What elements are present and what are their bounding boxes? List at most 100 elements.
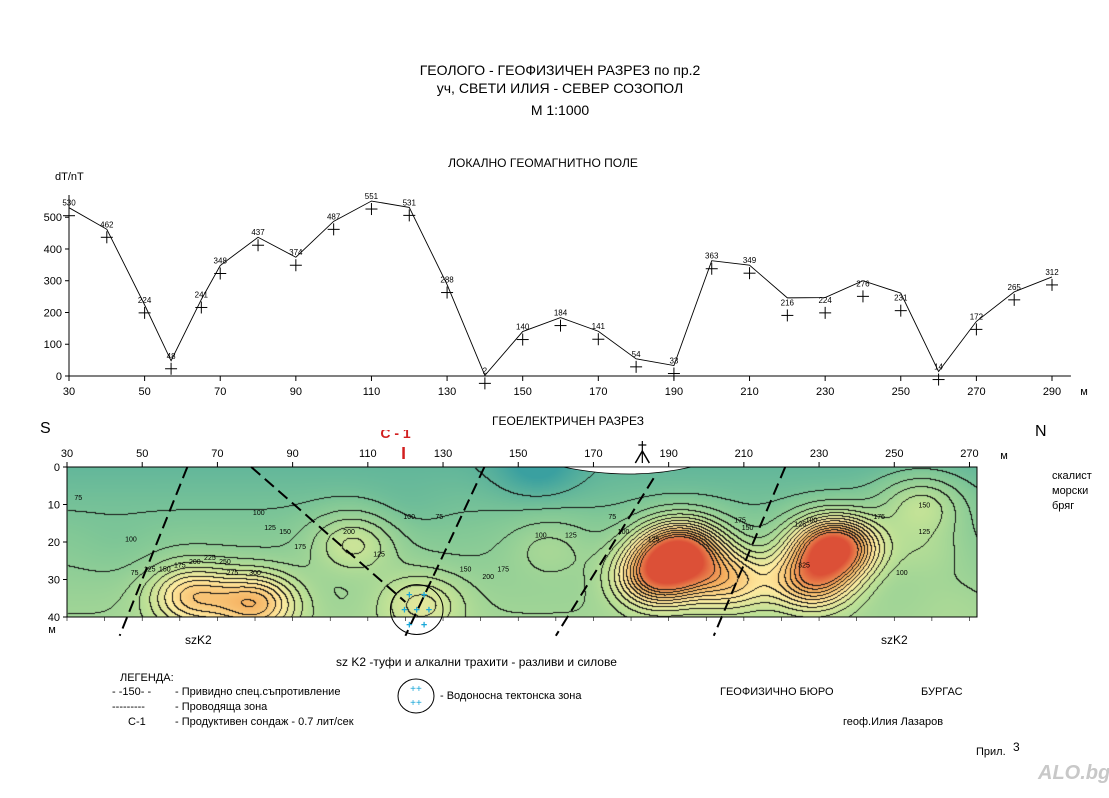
section-x-tick-label: 150 <box>509 448 527 460</box>
magnetic-data-point <box>894 304 907 317</box>
magnetic-data-label: 437 <box>251 228 265 237</box>
water-zone-plus: + <box>406 590 412 602</box>
magnetic-data-label: 487 <box>327 212 341 221</box>
section-y-tick-label: 10 <box>48 500 60 512</box>
magnetic-x-tick-label: 30 <box>63 386 75 398</box>
section-x-tick-label: 210 <box>735 448 753 460</box>
contour-label: 75 <box>131 570 139 577</box>
magnetic-data-label: 241 <box>195 290 209 299</box>
magnetic-x-tick-label: 130 <box>438 386 456 398</box>
magnetic-data-label: 48 <box>167 352 176 361</box>
magnetic-data-point <box>630 360 643 373</box>
magnetic-data-point <box>195 301 208 314</box>
magnetic-data-point <box>165 362 178 375</box>
magnetic-data-label: 224 <box>138 296 152 305</box>
conductive-fault-line <box>712 466 787 637</box>
magnetic-data-point <box>214 267 227 280</box>
conductive-fault-line <box>404 466 486 637</box>
contour-label: 175 <box>174 563 186 570</box>
magnetic-data-point <box>403 209 416 222</box>
doc-scale: М 1:1000 <box>530 102 590 118</box>
contour-label: 125 <box>565 533 577 540</box>
contour-label: 125 <box>144 566 156 573</box>
magnetic-data-label: 288 <box>440 276 454 285</box>
magnetic-y-tick-label: 100 <box>44 339 62 351</box>
magnetic-data-point <box>819 306 832 319</box>
magnetic-data-label: 172 <box>970 312 984 321</box>
watermark-logo: ALO.bg <box>1038 762 1109 784</box>
magnetic-data-point <box>970 323 983 336</box>
magnetic-data-point <box>743 267 756 280</box>
contour-label: 100 <box>403 514 415 521</box>
water-zone-ellipse <box>389 584 444 635</box>
section-x-tick-label: 50 <box>136 448 148 460</box>
magnetic-x-tick-label: 250 <box>892 386 910 398</box>
legend-r2-text: - Проводяща зона <box>175 701 268 713</box>
conductive-fault-line <box>554 477 655 637</box>
contour-label: 75 <box>608 514 616 521</box>
contour-label: 100 <box>618 529 630 536</box>
section-y-tick-label: 20 <box>48 537 60 549</box>
unit-right-label: szK2 <box>881 633 908 647</box>
contour-label: 75 <box>435 514 443 521</box>
magnetic-data-label: 551 <box>365 192 379 201</box>
geoelectric-section: 30 50 70 90 110 130 150 170 190 210 230 250 270 м 0 10 2… <box>48 430 1008 637</box>
contour-label: 175 <box>873 514 885 521</box>
section-y-tick-label: 30 <box>48 575 60 587</box>
magnetic-data-point <box>289 259 302 272</box>
magnetic-y-axis-label: dT/nT <box>55 171 84 183</box>
magnetic-data-label: 531 <box>403 198 417 207</box>
contour-label: 200 <box>482 574 494 581</box>
contour-label: 275 <box>227 570 239 577</box>
section-x-tick-label: 90 <box>286 448 298 460</box>
water-zone-plus: + <box>401 605 407 617</box>
magnetic-data-point <box>327 223 340 236</box>
borehole-label: С - 1 <box>380 430 411 441</box>
magnetic-x-tick-label: 230 <box>816 386 834 398</box>
contour-label: 150 <box>279 529 291 536</box>
magnetic-data-label: 14 <box>934 363 943 372</box>
contour-label: 100 <box>125 536 137 543</box>
water-zone-plus: + <box>421 620 427 632</box>
magnetic-data-label: 224 <box>818 296 832 305</box>
section-x-tick-label: 170 <box>584 448 602 460</box>
contour-label: 150 <box>460 566 472 573</box>
magnetic-data-point <box>554 319 567 332</box>
magnetic-x-unit: м <box>1080 386 1088 398</box>
contour-label: 200 <box>189 559 201 566</box>
magnetic-data-point <box>592 333 605 346</box>
water-zone-plus: + <box>426 605 432 617</box>
south-label: S <box>40 420 51 437</box>
contour-label: 300 <box>249 570 261 577</box>
contour-label: 125 <box>648 536 660 543</box>
magnetic-x-tick-label: 90 <box>290 386 302 398</box>
unit-left-label: szK2 <box>185 633 212 647</box>
doc-subtitle: уч, СВЕТИ ИЛИЯ - СЕВЕР СОЗОПОЛ <box>436 80 684 96</box>
section-x-tick-label: 190 <box>659 448 677 460</box>
magnetic-data-label: 530 <box>62 199 76 208</box>
contour-label: 125 <box>373 551 385 558</box>
magnetic-data-label: 141 <box>592 322 606 331</box>
legend-title: ЛЕГЕНДА: <box>120 672 174 684</box>
contour-label: 100 <box>806 518 818 525</box>
magnetic-data-point <box>516 333 529 346</box>
conductive-fault-line <box>250 466 407 603</box>
magnetic-y-tick-label: 400 <box>44 244 62 256</box>
surface-notch <box>563 466 692 475</box>
magnetic-y-tick-label: 0 <box>56 371 62 383</box>
magnetic-y-tick-label: 500 <box>44 212 62 224</box>
author-name: геоф.Илия Лазаров <box>843 716 944 728</box>
magnetic-y-tick-label: 200 <box>44 307 62 319</box>
magnetic-data-point <box>1008 293 1021 306</box>
magnetic-data-point <box>856 290 869 303</box>
contour-label: 175 <box>294 544 306 551</box>
legend-r1-text: - Привидно спец.съпротивление <box>175 686 341 698</box>
section-x-tick-label: 230 <box>810 448 828 460</box>
water-zone-plus: + <box>406 620 412 632</box>
water-zone-plus: + <box>413 605 419 617</box>
section-y-unit: м <box>48 624 56 636</box>
contour-label: 200 <box>343 529 355 536</box>
magnetic-x-tick-label: 210 <box>740 386 758 398</box>
section-x-tick-label: 130 <box>434 448 452 460</box>
magnetic-data-point <box>100 231 113 244</box>
